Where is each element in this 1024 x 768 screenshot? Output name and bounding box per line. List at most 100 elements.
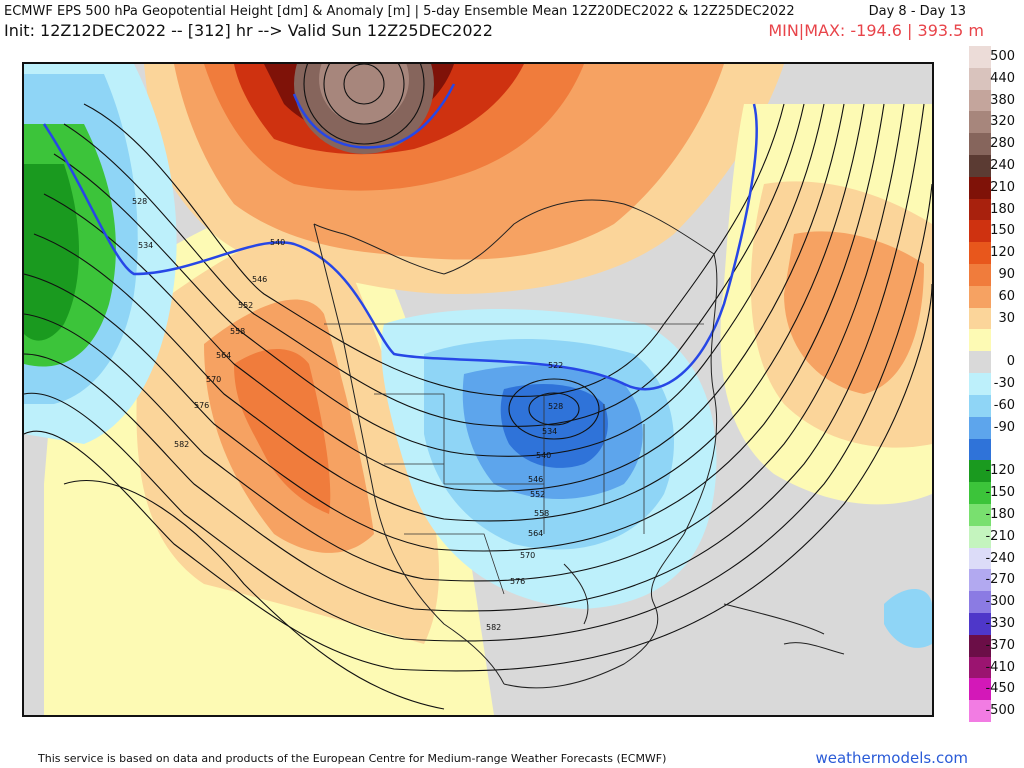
colorbar-entry: 280 (969, 133, 1017, 156)
init-valid-line: Init: 12Z12DEC2022 -- [312] hr --> Valid… (4, 21, 493, 40)
colorbar-entry: 380 (969, 89, 1017, 112)
colorbar-entry: 210 (969, 176, 1017, 199)
colorbar-swatch (969, 242, 991, 265)
colorbar-entry: -450 (969, 678, 1017, 701)
colorbar-label: -450 (985, 681, 1015, 697)
colorbar-entry: 90 (969, 264, 1017, 286)
colorbar-entry (969, 329, 1017, 352)
contour-label: 540 (536, 451, 551, 460)
colorbar-label: -270 (985, 572, 1015, 588)
colorbar-label: 0 (1006, 354, 1015, 370)
colorbar-entry: 240 (969, 155, 1017, 177)
colorbar-entry: 440 (969, 67, 1017, 90)
colorbar-label: 380 (990, 92, 1015, 108)
colorbar-swatch (969, 438, 991, 461)
colorbar-label: -300 (985, 594, 1015, 610)
reference-contour (42, 103, 758, 391)
colorbar-swatch (969, 394, 991, 417)
contour-label: 576 (510, 577, 525, 586)
contour-label: 546 (252, 275, 267, 284)
colorbar-swatch (969, 482, 991, 504)
colorbar-swatch (969, 176, 991, 199)
colorbar-entry: -120 (969, 460, 1017, 483)
colorbar-swatch (969, 351, 991, 374)
colorbar-entry: -500 (969, 700, 1017, 722)
contour-label: 552 (238, 301, 253, 310)
colorbar-swatch (969, 155, 991, 177)
colorbar-swatch (969, 503, 991, 526)
contour-label: 546 (528, 475, 543, 484)
reference-contour-north (292, 83, 456, 149)
colorbar-label: 500 (990, 49, 1015, 64)
colorbar-swatch (969, 220, 991, 243)
colorbar-entry: -90 (969, 416, 1017, 439)
contour-label: 534 (138, 241, 153, 250)
colorbar-entry: -210 (969, 525, 1017, 548)
colorbar-label: -370 (985, 637, 1015, 653)
colorbar-label: -180 (985, 506, 1015, 522)
contour-label: 540 (270, 238, 285, 247)
colorbar-label: -210 (985, 528, 1015, 544)
colorbar-swatch (969, 678, 991, 701)
political-borders (324, 323, 704, 595)
colorbar-swatch (969, 416, 991, 439)
colorbar-swatch (969, 591, 991, 613)
colorbar-label: 150 (990, 223, 1015, 239)
colorbar-entry: -370 (969, 634, 1017, 657)
colorbar-swatch (969, 307, 991, 330)
colorbar-label: 60 (998, 288, 1015, 304)
colorbar-label: -60 (993, 397, 1015, 413)
colorbar-label: 120 (990, 245, 1015, 261)
colorbar-label: 30 (998, 310, 1015, 326)
colorbar-swatch (969, 569, 991, 592)
colorbar-label: -120 (985, 463, 1015, 479)
colorbar-entry: -150 (969, 482, 1017, 504)
contour-label: 522 (548, 361, 563, 370)
colorbar-swatch (969, 700, 991, 722)
colorbar-entry: 150 (969, 220, 1017, 243)
colorbar-label: -90 (993, 419, 1015, 435)
colorbar-swatch (969, 460, 991, 483)
colorbar-label: -30 (993, 376, 1015, 392)
colorbar-entry: 500 (969, 46, 1017, 68)
colorbar-entry: 320 (969, 111, 1017, 134)
positive-anomaly-atlantic-core (784, 231, 924, 394)
ecmwf-credit: This service is based on data and produc… (38, 752, 667, 765)
colorbar-swatch (969, 89, 991, 112)
coastlines (313, 199, 845, 689)
colorbar-swatch (969, 525, 991, 548)
colorbar-swatch (969, 111, 991, 134)
positive-anomaly-west-center (234, 349, 331, 514)
contour-label: 564 (528, 529, 543, 538)
contour-label: 528 (132, 197, 147, 206)
brand-link[interactable]: weathermodels.com (815, 749, 968, 767)
colorbar-swatch (969, 656, 991, 679)
colorbar-swatch (969, 264, 991, 286)
colorbar-swatch (969, 198, 991, 221)
colorbar-entry: 30 (969, 307, 1017, 330)
colorbar-swatch (969, 46, 991, 68)
colorbar-swatch (969, 547, 991, 570)
negative-anomaly-atlantic-patch (884, 589, 932, 648)
day-range: Day 8 - Day 13 (868, 4, 966, 19)
colorbar-label: 180 (990, 201, 1015, 217)
colorbar-label: -500 (985, 703, 1015, 719)
anomaly-map: 528 534 540 546 552 558 564 570 576 582 … (22, 62, 934, 717)
colorbar-label: 240 (990, 158, 1015, 174)
colorbar-entry: -330 (969, 612, 1017, 635)
colorbar-entry: -300 (969, 591, 1017, 613)
colorbar-swatch (969, 373, 991, 395)
contour-label: 552 (530, 490, 545, 499)
min-anomaly-center (500, 384, 608, 468)
map-title: ECMWF EPS 500 hPa Geopotential Height [d… (4, 4, 795, 19)
contour-label: 558 (230, 327, 245, 336)
colorbar-label: -410 (985, 659, 1015, 675)
colorbar-entry: 120 (969, 242, 1017, 265)
colorbar-swatch (969, 612, 991, 635)
colorbar-swatch (969, 67, 991, 90)
colorbar-label: 210 (990, 179, 1015, 195)
height-contours (24, 64, 932, 710)
colorbar-entry: 60 (969, 285, 1017, 308)
contour-label: 528 (548, 402, 563, 411)
colorbar-swatch (969, 285, 991, 308)
